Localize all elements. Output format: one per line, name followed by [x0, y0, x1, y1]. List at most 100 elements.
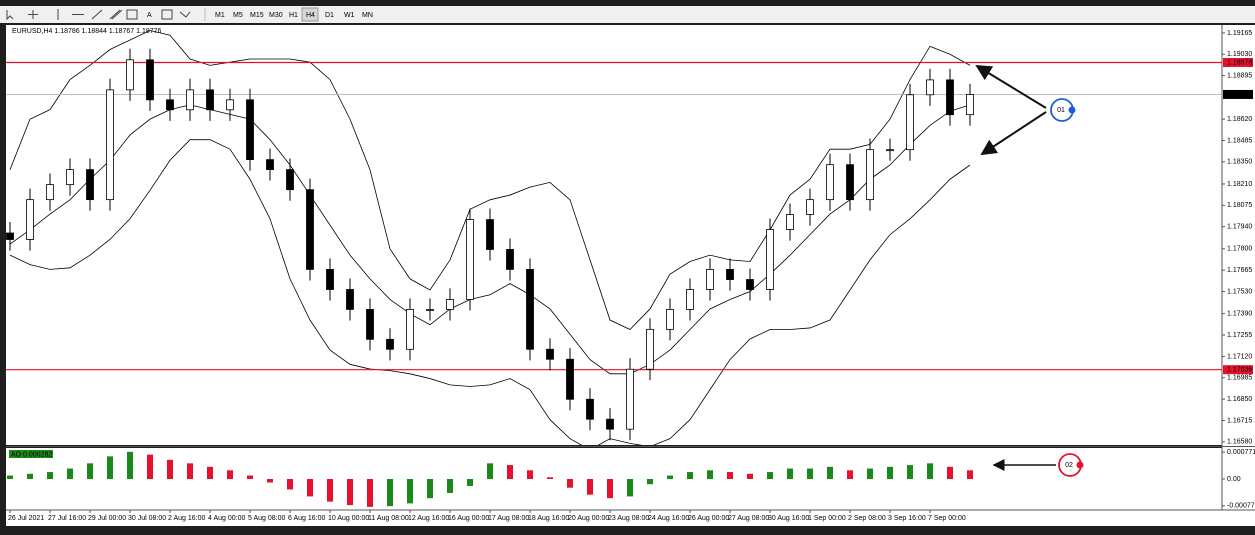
candle-body [346, 289, 354, 310]
ao-bar [287, 479, 293, 490]
candle-body [626, 368, 634, 430]
candle-body [726, 269, 734, 280]
candle-body [166, 99, 174, 111]
candle-body [886, 149, 894, 152]
candle-body [206, 89, 214, 111]
candle-body [646, 328, 654, 370]
candle-body [866, 149, 874, 201]
x-tick-label: 30 Aug 16:00 [768, 515, 809, 522]
x-tick-label: 12 Aug 16:00 [408, 515, 449, 522]
candle-body [126, 59, 134, 91]
candle-body [846, 164, 854, 201]
ao-bar [667, 475, 673, 479]
ao-bar [627, 479, 633, 497]
timeframe-button[interactable]: D1 [325, 12, 334, 19]
x-tick-label: 27 Jul 16:00 [48, 515, 86, 522]
x-tick-label: 26 Aug 00:00 [688, 515, 729, 522]
ao-bar [607, 479, 613, 499]
candle-body [86, 169, 94, 201]
x-tick-label: 27 Aug 08:00 [728, 515, 769, 522]
ao-bar [87, 463, 93, 479]
timeframe-button[interactable]: M5 [233, 12, 243, 19]
candle-body [286, 169, 294, 191]
ao-bar [67, 468, 73, 479]
y-tick-label: 1.18620 [1227, 116, 1252, 123]
timeframe-button[interactable]: M1 [215, 12, 225, 19]
x-tick-label: 17 Aug 08:00 [488, 515, 529, 522]
timeframe-button[interactable]: MN [362, 12, 373, 19]
candle-body [266, 159, 274, 170]
candle-body [586, 398, 594, 420]
timeframe-button[interactable]: M15 [250, 12, 264, 19]
candle-body [466, 219, 474, 300]
annotation-dot [1076, 461, 1084, 469]
candle-body [946, 79, 954, 116]
y-tick-label: 1.18485 [1227, 137, 1252, 144]
y-tick-label: 1.17390 [1227, 311, 1252, 318]
crosshair-icon[interactable] [28, 10, 38, 19]
channel-icon[interactable] [109, 9, 123, 20]
x-tick-label: 11 Aug 08:00 [368, 515, 409, 522]
y-tick-label: 1.17665 [1227, 267, 1252, 274]
timeframe-button[interactable]: H1 [289, 12, 298, 19]
candle-body [306, 189, 314, 270]
time-axis [6, 510, 1255, 526]
axes: 1.19165 1.19030 1.18895 1.18620 1.18485 1.183… [8, 30, 1255, 522]
text-tool[interactable]: A [147, 12, 152, 19]
x-tick-label: 7 Sep 00:00 [928, 515, 966, 522]
x-tick-label: 20 Aug 00:00 [568, 515, 609, 522]
timeframe-button[interactable]: H4 [306, 12, 315, 19]
ao-bar [7, 475, 13, 479]
y-tick-label: 1.18350 [1227, 159, 1252, 166]
ao-bar [807, 468, 813, 479]
x-tick-label: 23 Aug 08:00 [608, 515, 649, 522]
candle-body [6, 232, 14, 240]
ao-bar [967, 470, 973, 479]
ao-bar [467, 479, 473, 486]
ao-bar [527, 470, 533, 479]
ao-bar [167, 459, 173, 479]
y-tick-label: 1.16985 [1227, 375, 1252, 382]
x-tick-label: 30 Jul 08:00 [128, 515, 166, 522]
ao-bar [727, 472, 733, 479]
candle-body [66, 169, 74, 186]
level-label: 1.17036 [1227, 367, 1252, 374]
candle-body [486, 219, 494, 250]
arrow-icon[interactable] [179, 11, 191, 18]
annotation-arrow [980, 111, 1047, 156]
bollinger-upper [9, 30, 971, 331]
ao-bar [27, 473, 33, 479]
x-tick-label: 3 Sep 16:00 [888, 515, 926, 522]
candle-body [406, 309, 414, 350]
ao-bar [587, 479, 593, 495]
ao-bar [127, 451, 133, 479]
candle-body [666, 309, 674, 330]
timeframe-button[interactable]: M30 [269, 12, 283, 19]
y-tick-label: 1.16850 [1227, 396, 1252, 403]
ao-bar [187, 463, 193, 479]
x-tick-label: 5 Aug 08:00 [248, 515, 285, 522]
ao-bar [107, 456, 113, 479]
current-price-label: 1.18776 [1227, 91, 1252, 98]
indicator-plot [7, 451, 973, 507]
ao-bar [567, 479, 573, 488]
level-label: 1.18978 [1227, 59, 1252, 66]
x-tick-label: 18 Aug 16:00 [528, 515, 569, 522]
fibo-icon[interactable] [126, 9, 138, 20]
ao-bar [347, 479, 353, 506]
candle-body [226, 99, 234, 111]
cursor-icon[interactable] [6, 10, 14, 21]
ao-bar [787, 468, 793, 479]
x-tick-label: 24 Aug 16:00 [648, 515, 689, 522]
candle-body [526, 269, 534, 350]
indicator-title-bg [9, 450, 53, 458]
ao-bar [487, 463, 493, 479]
ao-bar [407, 479, 413, 504]
annotations: 01 02 [1050, 98, 1084, 477]
trendline-icon[interactable] [91, 9, 103, 20]
timeframe-button[interactable]: W1 [344, 12, 355, 19]
y-tick-label: 1.17120 [1227, 353, 1252, 360]
candle-body [26, 199, 34, 240]
label-icon[interactable] [161, 9, 173, 20]
